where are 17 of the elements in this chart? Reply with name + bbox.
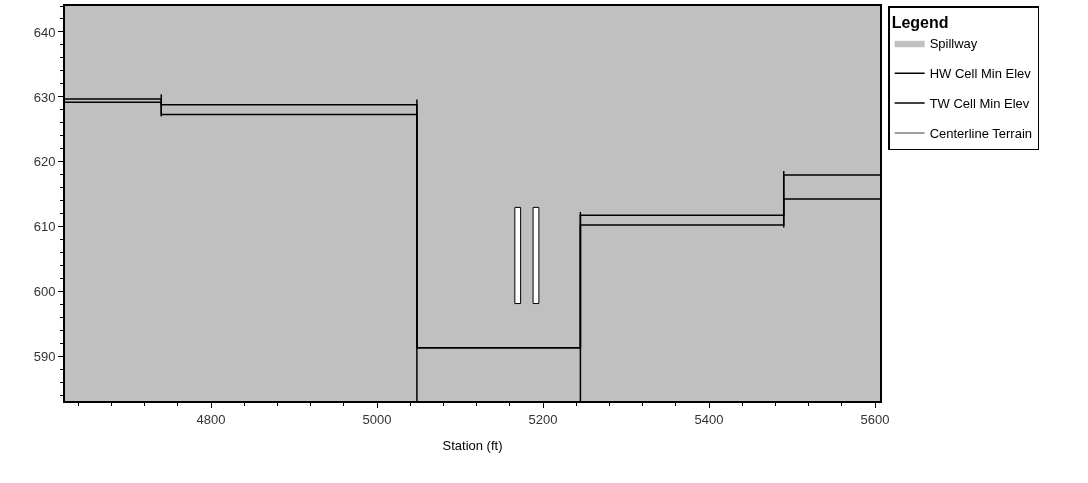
x-tick-label: 5200 [528,411,558,427]
legend-label: Spillway [929,36,978,52]
legend-label: Centerline Terrain [929,126,1033,142]
y-tick-label: 610 [33,219,56,235]
y-tick-label: 640 [33,24,56,40]
legend-title: Legend [891,14,949,32]
y-tick-label: 590 [33,349,56,365]
y-tick-label: 600 [33,284,56,300]
x-tick-label: 5000 [362,411,392,427]
legend-label: TW Cell Min Elev [929,96,1030,112]
x-tick-label: 5600 [860,411,890,427]
x-axis-title: Station (ft) [442,437,503,453]
x-tick-label: 5400 [694,411,724,427]
y-tick-label: 620 [33,154,56,170]
y-tick-label: 630 [33,89,56,105]
legend-label: HW Cell Min Elev [929,66,1032,82]
x-tick-label: 4800 [196,411,226,427]
